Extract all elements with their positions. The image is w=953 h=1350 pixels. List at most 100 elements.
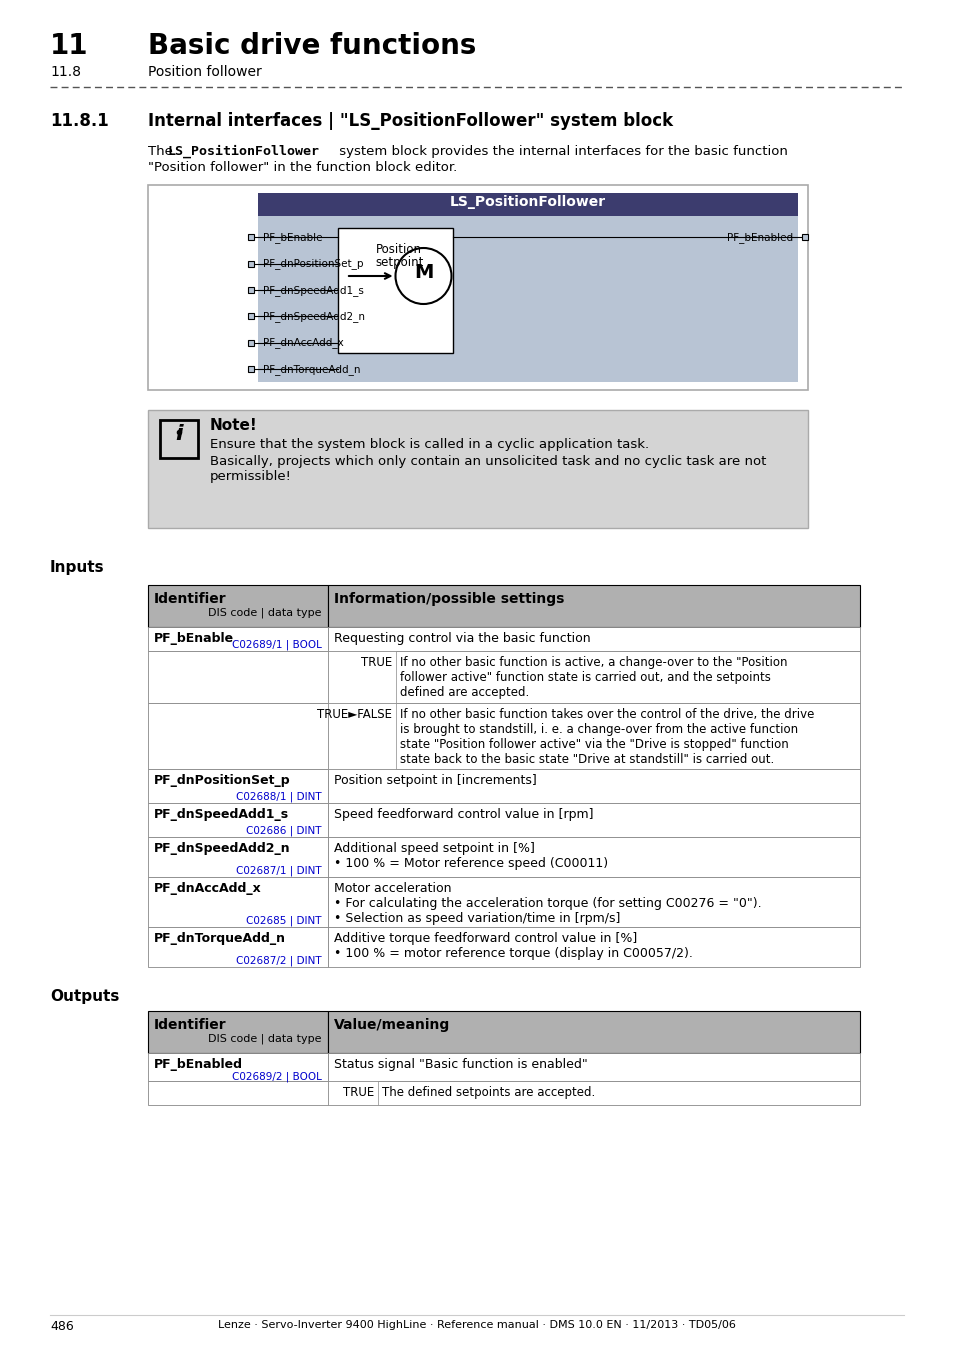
- Bar: [148, 585, 328, 626]
- Text: C02689/1 | BOOL: C02689/1 | BOOL: [232, 639, 322, 649]
- Text: i: i: [175, 424, 183, 444]
- Bar: [148, 703, 328, 769]
- Bar: [328, 803, 859, 837]
- Text: Additional speed setpoint in [%]
• 100 % = Motor reference speed (C00011): Additional speed setpoint in [%] • 100 %…: [334, 842, 607, 869]
- Text: C02687/2 | DINT: C02687/2 | DINT: [236, 954, 322, 965]
- Bar: [248, 339, 253, 346]
- Bar: [328, 651, 395, 703]
- Bar: [328, 1011, 859, 1053]
- Text: M: M: [414, 262, 433, 282]
- Bar: [148, 626, 328, 651]
- Bar: [328, 1053, 859, 1081]
- Text: system block provides the internal interfaces for the basic function: system block provides the internal inter…: [335, 144, 787, 158]
- Bar: [148, 769, 328, 803]
- Text: If no other basic function takes over the control of the drive, the drive
is bro: If no other basic function takes over th…: [399, 707, 814, 765]
- Text: Ensure that the system block is called in a cyclic application task.: Ensure that the system block is called i…: [210, 437, 648, 451]
- Bar: [248, 366, 253, 371]
- Bar: [148, 927, 328, 967]
- Text: Motor acceleration
• For calculating the acceleration torque (for setting C00276: Motor acceleration • For calculating the…: [334, 882, 760, 925]
- Text: Additive torque feedforward control value in [%]
• 100 % = motor reference torqu: Additive torque feedforward control valu…: [334, 931, 692, 960]
- Text: DIS code | data type: DIS code | data type: [209, 608, 322, 617]
- Bar: [328, 927, 859, 967]
- Text: C02688/1 | DINT: C02688/1 | DINT: [236, 791, 322, 802]
- Text: LS_PositionFollower: LS_PositionFollower: [168, 144, 319, 158]
- Text: PF_dnTorqueAdd_n: PF_dnTorqueAdd_n: [263, 364, 360, 375]
- Text: PF_dnSpeedAdd2_n: PF_dnSpeedAdd2_n: [153, 842, 291, 855]
- Text: Position follower: Position follower: [148, 65, 261, 80]
- Text: Note!: Note!: [210, 418, 257, 433]
- Bar: [148, 651, 328, 703]
- Bar: [801, 234, 807, 240]
- Bar: [337, 228, 453, 352]
- Text: Requesting control via the basic function: Requesting control via the basic functio…: [334, 632, 590, 645]
- Text: Inputs: Inputs: [50, 560, 105, 575]
- Bar: [148, 878, 328, 927]
- Bar: [148, 837, 328, 878]
- Text: "Position follower" in the function block editor.: "Position follower" in the function bloc…: [148, 161, 456, 174]
- Bar: [328, 769, 859, 803]
- Text: Position setpoint in [increments]: Position setpoint in [increments]: [334, 774, 537, 787]
- Text: 11.8.1: 11.8.1: [50, 112, 109, 130]
- Bar: [328, 651, 859, 703]
- Text: PF_dnTorqueAdd_n: PF_dnTorqueAdd_n: [153, 931, 286, 945]
- Bar: [328, 585, 859, 626]
- Bar: [328, 837, 859, 878]
- Circle shape: [395, 248, 451, 304]
- Text: PF_bEnabled: PF_bEnabled: [726, 232, 792, 243]
- Text: PF_dnPositionSet_p: PF_dnPositionSet_p: [153, 774, 291, 787]
- Text: Position: Position: [375, 243, 421, 256]
- Text: TRUE: TRUE: [342, 1085, 374, 1099]
- Text: PF_dnAccAdd_x: PF_dnAccAdd_x: [263, 338, 343, 348]
- Text: The: The: [148, 144, 177, 158]
- Text: Status signal "Basic function is enabled": Status signal "Basic function is enabled…: [334, 1058, 587, 1071]
- Bar: [328, 1081, 859, 1106]
- Text: The defined setpoints are accepted.: The defined setpoints are accepted.: [381, 1085, 595, 1099]
- Text: Value/meaning: Value/meaning: [334, 1018, 450, 1031]
- Text: 11: 11: [50, 32, 89, 59]
- Bar: [248, 286, 253, 293]
- Bar: [148, 1011, 328, 1053]
- Text: Outputs: Outputs: [50, 990, 119, 1004]
- Bar: [148, 1053, 328, 1081]
- Text: C02687/1 | DINT: C02687/1 | DINT: [236, 865, 322, 876]
- Text: 11.8: 11.8: [50, 65, 81, 80]
- Bar: [257, 193, 797, 216]
- Bar: [160, 420, 198, 458]
- Text: PF_dnSpeedAdd1_s: PF_dnSpeedAdd1_s: [153, 809, 289, 821]
- Text: LS_PositionFollower: LS_PositionFollower: [450, 194, 605, 209]
- Text: Basically, projects which only contain an unsolicited task and no cyclic task ar: Basically, projects which only contain a…: [210, 455, 765, 483]
- Bar: [148, 185, 807, 390]
- Text: C02686 | DINT: C02686 | DINT: [246, 825, 322, 836]
- Text: TRUE: TRUE: [360, 656, 392, 670]
- Bar: [328, 703, 859, 769]
- Text: DIS code | data type: DIS code | data type: [209, 1033, 322, 1044]
- Text: PF_dnPositionSet_p: PF_dnPositionSet_p: [263, 258, 363, 270]
- Bar: [328, 1081, 377, 1106]
- Text: setpoint: setpoint: [375, 256, 423, 269]
- Text: Identifier: Identifier: [153, 593, 227, 606]
- Text: C02685 | DINT: C02685 | DINT: [246, 915, 322, 926]
- Text: Speed feedforward control value in [rpm]: Speed feedforward control value in [rpm]: [334, 809, 593, 821]
- Text: 486: 486: [50, 1320, 73, 1332]
- Text: PF_bEnable: PF_bEnable: [263, 232, 322, 243]
- Text: PF_dnSpeedAdd1_s: PF_dnSpeedAdd1_s: [263, 285, 363, 296]
- Bar: [148, 1081, 328, 1106]
- Text: PF_dnSpeedAdd2_n: PF_dnSpeedAdd2_n: [263, 310, 365, 323]
- Bar: [248, 261, 253, 266]
- Bar: [248, 234, 253, 240]
- Bar: [248, 313, 253, 319]
- Text: C02689/2 | BOOL: C02689/2 | BOOL: [232, 1071, 322, 1081]
- Text: PF_bEnabled: PF_bEnabled: [153, 1058, 243, 1071]
- Text: Basic drive functions: Basic drive functions: [148, 32, 476, 59]
- Text: Identifier: Identifier: [153, 1018, 227, 1031]
- Text: PF_dnAccAdd_x: PF_dnAccAdd_x: [153, 882, 261, 895]
- Bar: [328, 626, 859, 651]
- Bar: [148, 410, 807, 528]
- Text: Internal interfaces | "LS_PositionFollower" system block: Internal interfaces | "LS_PositionFollow…: [148, 112, 673, 130]
- Text: TRUE►FALSE: TRUE►FALSE: [316, 707, 392, 721]
- Text: If no other basic function is active, a change-over to the "Position
follower ac: If no other basic function is active, a …: [399, 656, 786, 699]
- Bar: [328, 878, 859, 927]
- Bar: [328, 703, 395, 769]
- Bar: [148, 803, 328, 837]
- Bar: [257, 216, 797, 382]
